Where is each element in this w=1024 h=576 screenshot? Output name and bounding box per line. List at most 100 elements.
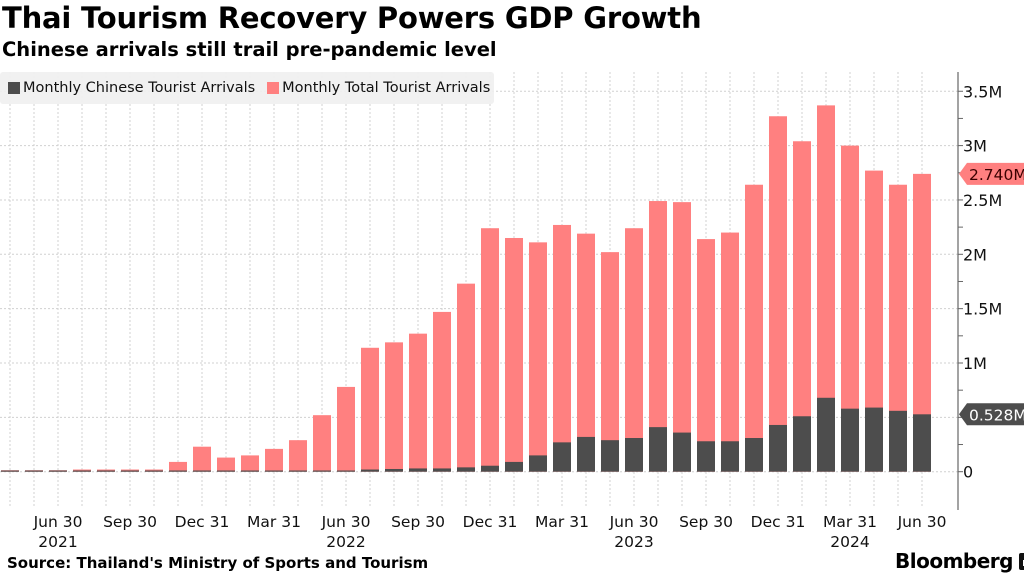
bar-total xyxy=(337,386,355,472)
bar-chinese xyxy=(313,470,331,472)
bar-chinese xyxy=(817,397,835,472)
bar-chinese xyxy=(145,470,163,472)
total-arrivals-bars xyxy=(1,105,931,472)
bar-total xyxy=(649,201,667,472)
bar-chinese xyxy=(673,432,691,472)
bar-chinese xyxy=(433,468,451,472)
bar-total xyxy=(409,333,427,472)
bar-total xyxy=(241,455,259,472)
bar-total xyxy=(193,446,211,472)
y-tick-label: 0 xyxy=(963,463,973,482)
bar-total xyxy=(169,461,187,472)
bar-chinese xyxy=(265,470,283,472)
bar-chinese xyxy=(553,442,571,472)
bar-chinese xyxy=(625,438,643,472)
total-last-value-label: 2.740M xyxy=(969,166,1024,184)
x-year-label: 2021 xyxy=(38,533,77,551)
bar-total xyxy=(625,228,643,472)
bar-total xyxy=(457,283,475,472)
chinese-last-value-bg xyxy=(959,403,1024,426)
bar-total xyxy=(721,232,739,472)
bloomberg-chart-icon xyxy=(1018,552,1024,570)
x-tick-label: Sep 30 xyxy=(103,513,157,531)
bar-chinese xyxy=(601,440,619,472)
x-tick-label: Jun 30 xyxy=(33,513,83,531)
bar-chinese xyxy=(841,408,859,472)
x-tick-label: Sep 30 xyxy=(391,513,445,531)
bar-chinese xyxy=(529,455,547,472)
y-tick-label: 2M xyxy=(963,245,987,264)
y-tick-label: 2.5M xyxy=(963,191,1002,210)
bar-total xyxy=(841,145,859,472)
x-tick-label: Mar 31 xyxy=(535,513,589,531)
chinese-last-value-label: 0.528M xyxy=(969,406,1024,424)
x-year-label: 2022 xyxy=(326,533,365,551)
bar-chinese xyxy=(409,468,427,472)
x-tick-label: Dec 31 xyxy=(175,513,230,531)
bar-total xyxy=(601,252,619,472)
bar-chinese xyxy=(793,416,811,472)
bar-chinese xyxy=(745,438,763,472)
brand-name: Bloomberg xyxy=(895,549,1013,573)
bar-total xyxy=(433,311,451,472)
bar-chinese xyxy=(481,465,499,472)
bar-total xyxy=(673,202,691,472)
y-axis: 0 1M 1.5M 2M 2.5M 3M 3.5M xyxy=(957,72,1002,510)
y-tick-label: 3M xyxy=(963,137,987,156)
legend-item-chinese[interactable]: Monthly Chinese Tourist Arrivals xyxy=(8,80,255,96)
bar-total xyxy=(385,342,403,472)
bar-chinese xyxy=(97,470,115,472)
bar-total xyxy=(745,184,763,472)
source-note: Source: Thailand's Ministry of Sports an… xyxy=(7,554,429,572)
bar-total xyxy=(481,228,499,472)
legend-swatch-chinese xyxy=(8,82,20,94)
bar-chinese xyxy=(649,427,667,472)
bar-chinese xyxy=(865,407,883,472)
x-tick-label: Sep 30 xyxy=(679,513,733,531)
x-tick-label: Jun 30 xyxy=(897,513,947,531)
x-tick-label: Jun 30 xyxy=(321,513,371,531)
bar-chinese xyxy=(121,470,139,472)
x-tick-label: Dec 31 xyxy=(463,513,518,531)
bar-total xyxy=(505,237,523,472)
legend-label-chinese: Monthly Chinese Tourist Arrivals xyxy=(23,80,256,96)
bar-chinese xyxy=(1,470,19,472)
bar-chinese xyxy=(169,470,187,472)
total-last-value-bg xyxy=(959,162,1024,185)
x-year-label: 2023 xyxy=(614,533,653,551)
bar-total xyxy=(217,457,235,472)
bar-chinese xyxy=(457,467,475,472)
bar-chinese xyxy=(385,468,403,472)
bar-chinese xyxy=(241,470,259,472)
bar-chinese xyxy=(697,441,715,472)
legend-label-total: Monthly Total Tourist Arrivals xyxy=(282,80,491,96)
bar-chinese xyxy=(289,470,307,472)
legend-item-total[interactable]: Monthly Total Tourist Arrivals xyxy=(267,80,490,96)
bar-chinese xyxy=(217,470,235,472)
bar-chinese xyxy=(769,424,787,472)
x-axis-labels: Jun 30 2021 Sep 30 Dec 31 Mar 31 Jun 30 2022 Se… xyxy=(33,513,947,551)
bar-total xyxy=(793,141,811,472)
bar-chinese xyxy=(913,414,931,472)
bar-total xyxy=(265,448,283,472)
chart-subtitle: Chinese arrivals still trail pre-pandemi… xyxy=(2,38,497,61)
value-callouts: 2.740M 0.528M xyxy=(959,162,1024,426)
x-tick-label: Mar 31 xyxy=(247,513,301,531)
bar-total xyxy=(577,233,595,472)
bar-total xyxy=(817,105,835,472)
bar-total xyxy=(361,347,379,472)
x-tick-label: Dec 31 xyxy=(751,513,806,531)
bar-total xyxy=(889,184,907,472)
x-year-label: 2024 xyxy=(830,533,869,551)
bar-chinese xyxy=(721,441,739,472)
bar-total xyxy=(697,239,715,472)
bar-total xyxy=(769,116,787,472)
bar-total xyxy=(553,224,571,472)
bar-total xyxy=(313,415,331,472)
bar-chinese xyxy=(25,470,43,472)
bar-chinese xyxy=(889,410,907,472)
bar-chinese xyxy=(577,436,595,472)
bar-chinese xyxy=(337,470,355,472)
legend-swatch-total xyxy=(267,82,280,94)
y-tick-label: 1.5M xyxy=(963,300,1002,319)
